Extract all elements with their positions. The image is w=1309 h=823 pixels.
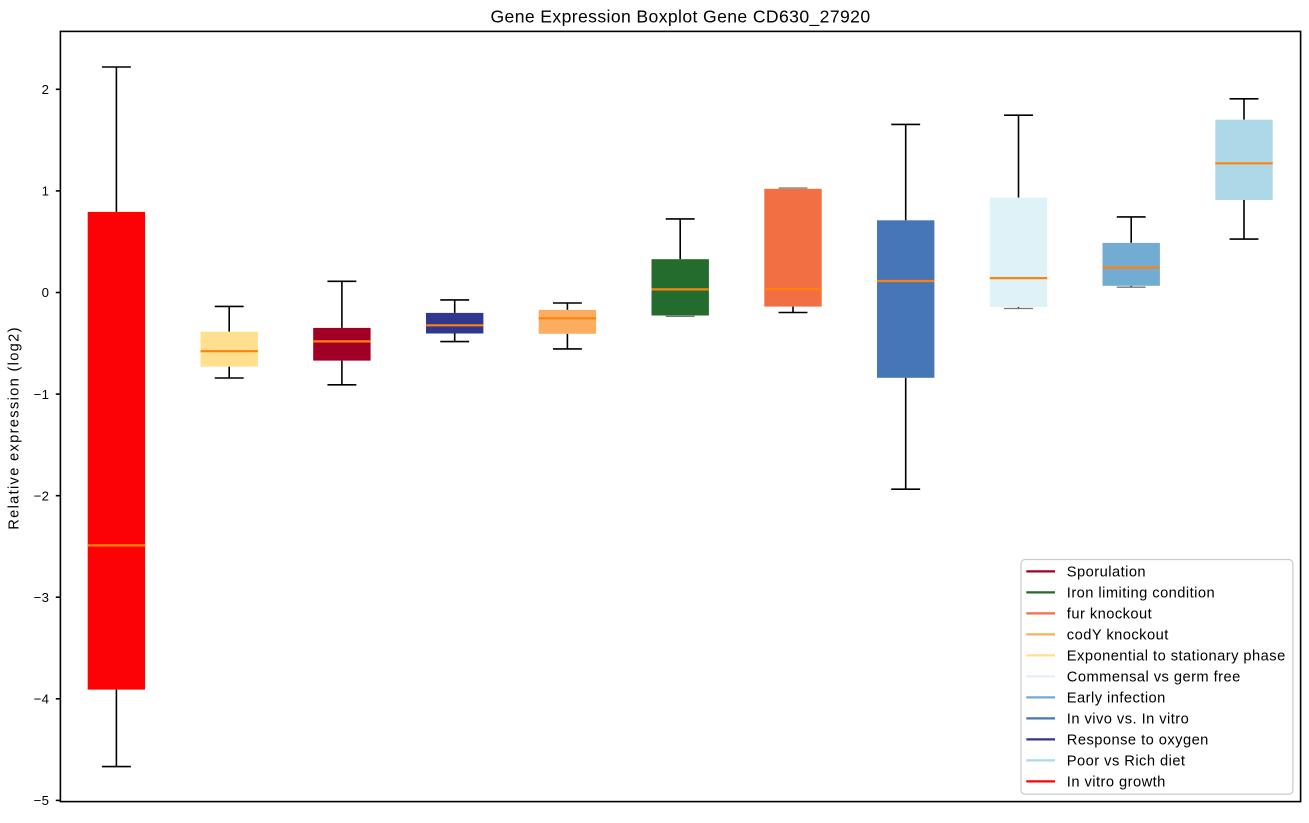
- svg-text:In vitro growth: In vitro growth: [1067, 774, 1166, 790]
- svg-text:codY knockout: codY knockout: [1067, 627, 1169, 643]
- svg-text:−2: −2: [34, 488, 50, 503]
- svg-text:In vivo vs. In vitro: In vivo vs. In vitro: [1067, 711, 1189, 727]
- svg-text:Commensal vs germ free: Commensal vs germ free: [1067, 669, 1241, 685]
- svg-text:−1: −1: [34, 387, 50, 402]
- svg-text:2: 2: [42, 82, 50, 97]
- svg-text:−5: −5: [34, 793, 50, 808]
- svg-text:Response to oxygen: Response to oxygen: [1067, 732, 1209, 748]
- svg-text:1: 1: [42, 184, 50, 199]
- svg-text:0: 0: [42, 285, 50, 300]
- svg-text:Iron limiting condition: Iron limiting condition: [1067, 585, 1215, 601]
- svg-text:Poor vs Rich diet: Poor vs Rich diet: [1067, 753, 1186, 769]
- svg-text:Relative expression (log2): Relative expression (log2): [7, 326, 23, 530]
- svg-text:−4: −4: [34, 692, 50, 707]
- svg-text:−3: −3: [34, 590, 50, 605]
- svg-text:Early infection: Early infection: [1067, 690, 1166, 706]
- svg-text:fur knockout: fur knockout: [1067, 606, 1152, 622]
- svg-text:Sporulation: Sporulation: [1067, 564, 1146, 580]
- svg-text:Exponential to stationary phas: Exponential to stationary phase: [1067, 648, 1286, 664]
- svg-text:Gene Expression Boxplot Gene C: Gene Expression Boxplot Gene CD630_27920: [490, 7, 870, 28]
